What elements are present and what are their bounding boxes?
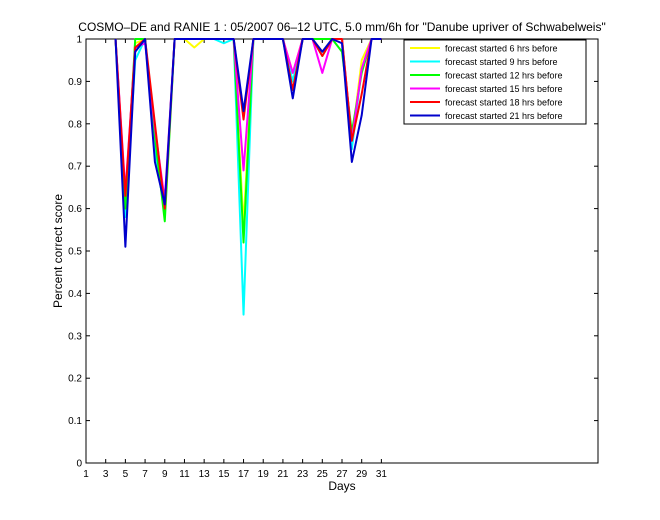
x-tick-label: 25: [317, 469, 329, 480]
legend: forecast started 6 hrs before forecast st…: [403, 39, 587, 125]
legend-label-5: forecast started 18 hrs before: [445, 98, 563, 108]
chart-title: COSMO–DE and RANIE 1 : 05/2007 06–12 UTC…: [78, 20, 605, 34]
legend-label-6: forecast started 21 hrs before: [445, 111, 563, 121]
x-tick-label: 21: [277, 469, 289, 480]
x-tick-label: 19: [258, 469, 270, 480]
x-tick-label: 17: [238, 469, 250, 480]
x-tick-label: 3: [103, 469, 109, 480]
y-tick-label: 0.5: [68, 247, 82, 258]
series-lines: [114, 38, 382, 316]
y-tick-label: 0.4: [68, 289, 82, 300]
y-tick-label: 0.9: [68, 77, 82, 88]
series-line-6: [114, 38, 382, 248]
legend-label-1: forecast started 6 hrs before: [445, 44, 558, 54]
y-tick-label: 0.8: [68, 119, 82, 130]
y-tick-label: 0.3: [68, 331, 82, 342]
legend-label-3: forecast started 12 hrs before: [445, 71, 563, 81]
x-tick-label: 29: [356, 469, 368, 480]
x-tick-label: 23: [297, 469, 309, 480]
x-tick-label: 1: [83, 469, 89, 480]
x-tick-label: 11: [179, 469, 190, 480]
legend-box: [403, 39, 587, 125]
y-tick-label: 1: [76, 35, 82, 46]
x-tick-label: 9: [162, 469, 168, 480]
x-tick-label: 27: [336, 469, 348, 480]
y-tick-label: 0.2: [68, 374, 82, 385]
x-tick-label: 5: [123, 469, 129, 480]
x-axis-label: Days: [328, 479, 355, 493]
legend-label-4: forecast started 15 hrs before: [445, 84, 563, 94]
legend-label-2: forecast started 9 hrs before: [445, 57, 558, 67]
y-tick-label: 0: [76, 459, 82, 470]
x-tick-label: 15: [218, 469, 230, 480]
x-tick-label: 7: [142, 469, 148, 480]
y-axis-label: Percent correct score: [51, 194, 65, 308]
y-tick-label: 0.7: [68, 162, 82, 173]
x-tick-label: 13: [199, 469, 211, 480]
y-tick-label: 0.6: [68, 204, 82, 215]
axis-ticks: 1 3 5 7 9 11 13 15 17 19 21 23 25 27 29 3100.10.20.30.4…: [68, 35, 598, 480]
y-tick-label: 0.1: [68, 416, 82, 427]
x-tick-label: 31: [376, 469, 388, 480]
